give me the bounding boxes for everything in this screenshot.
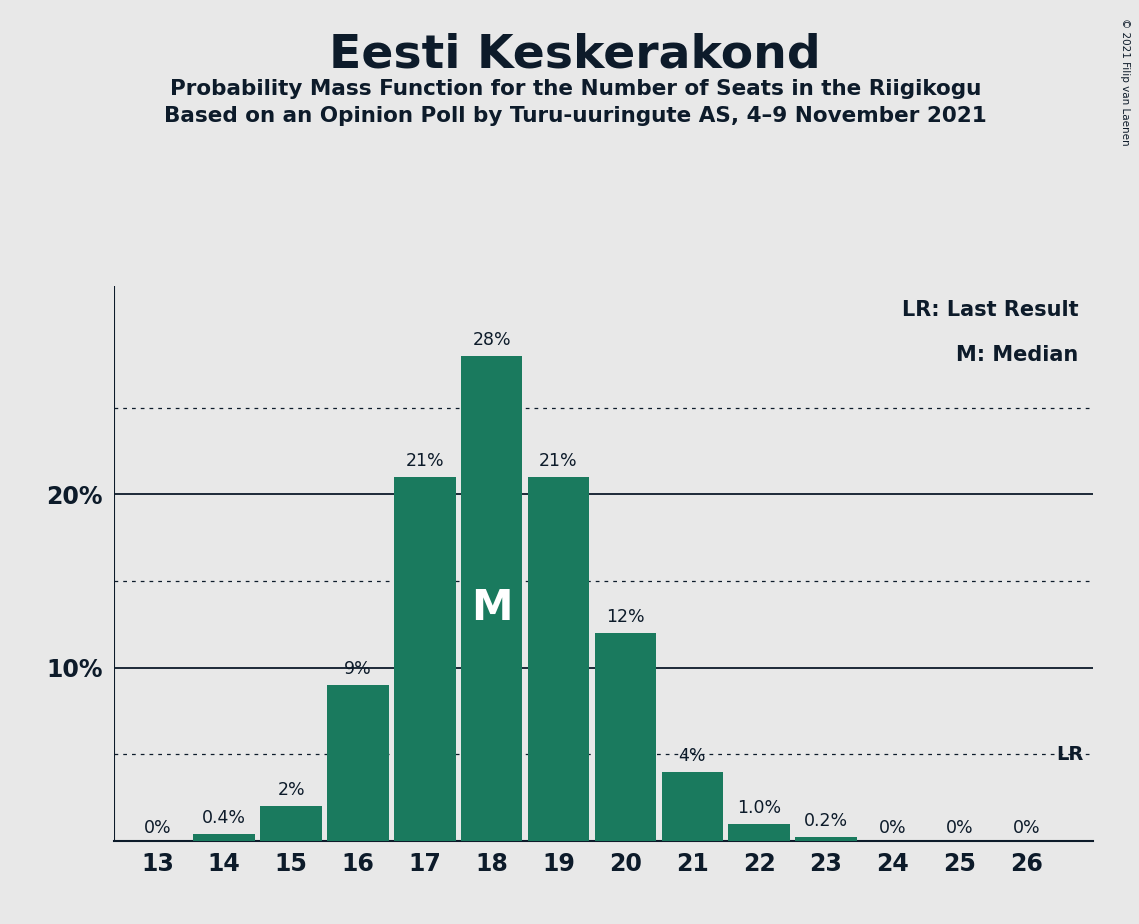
Text: M: Median: M: Median <box>957 345 1079 365</box>
Text: 28%: 28% <box>473 331 511 349</box>
Text: Eesti Keskerakond: Eesti Keskerakond <box>329 32 821 78</box>
Text: 0%: 0% <box>1013 819 1040 836</box>
Bar <box>327 685 388 841</box>
Text: © 2021 Filip van Laenen: © 2021 Filip van Laenen <box>1120 18 1130 146</box>
Text: 9%: 9% <box>344 660 371 678</box>
Text: 21%: 21% <box>539 452 577 470</box>
Text: 0%: 0% <box>879 819 907 836</box>
Text: Based on an Opinion Poll by Turu-uuringute AS, 4–9 November 2021: Based on an Opinion Poll by Turu-uuringu… <box>164 106 986 127</box>
Bar <box>261 806 322 841</box>
Text: Probability Mass Function for the Number of Seats in the Riigikogu: Probability Mass Function for the Number… <box>170 79 981 99</box>
Text: M: M <box>470 587 513 629</box>
Text: 0.2%: 0.2% <box>804 812 849 831</box>
Bar <box>527 477 589 841</box>
Text: 4%: 4% <box>679 747 706 765</box>
Text: 2%: 2% <box>277 782 305 799</box>
Text: 1.0%: 1.0% <box>737 798 781 817</box>
Text: 0.4%: 0.4% <box>203 809 246 827</box>
Bar <box>795 837 857 841</box>
Bar <box>194 833 255 841</box>
Bar <box>461 356 523 841</box>
Text: 0%: 0% <box>144 819 171 836</box>
Text: LR: LR <box>1056 745 1083 764</box>
Bar <box>394 477 456 841</box>
Text: 12%: 12% <box>606 608 645 626</box>
Bar <box>662 772 723 841</box>
Bar <box>728 823 789 841</box>
Text: 0%: 0% <box>945 819 974 836</box>
Text: 21%: 21% <box>405 452 444 470</box>
Bar <box>595 633 656 841</box>
Text: LR: Last Result: LR: Last Result <box>902 300 1079 321</box>
